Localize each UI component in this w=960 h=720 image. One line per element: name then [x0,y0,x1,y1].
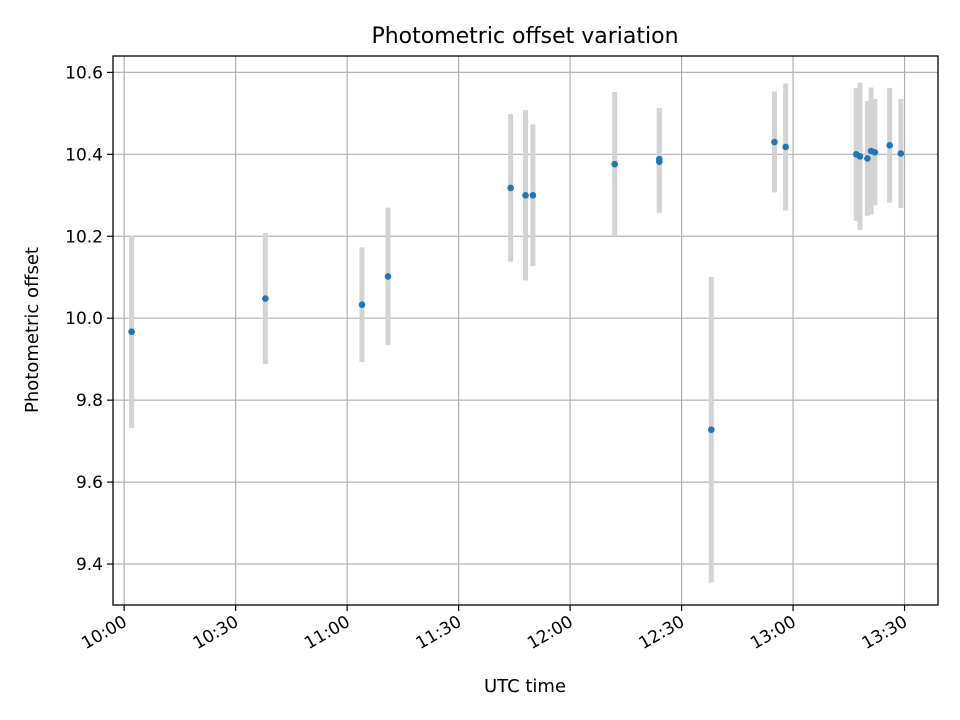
y-axis-label: Photometric offset [22,247,43,413]
y-tick-label: 9.8 [76,391,103,411]
x-axis-label: UTC time [484,676,566,697]
x-tick-label: 12:30 [636,612,688,654]
x-tick-label: 13:00 [747,612,799,654]
y-axis-ticks: 9.4 9.6 9.8 10.0 10.2 10.4 10.6 [65,63,113,575]
error-bars [129,82,904,583]
x-tick-label: 11:30 [413,612,465,654]
data-point [529,191,537,199]
y-tick-label: 10.6 [65,63,103,83]
data-point [655,158,663,166]
x-tick-label: 13:30 [859,612,911,654]
y-tick-label: 10.4 [65,145,103,165]
data-point [507,184,514,192]
data-point [358,301,366,308]
data-point [897,150,905,157]
x-tick-label: 10:30 [190,612,242,654]
data-point [262,295,269,302]
x-axis-ticks: 10:00 10:30 11:00 11:30 12:00 12:30 13:00 13:30 [78,605,911,654]
y-tick-label: 9.4 [76,555,103,575]
x-tick-label: 12:00 [524,612,576,654]
data-point [708,426,715,433]
plot-frame [112,55,939,606]
data-point [864,155,871,162]
y-tick-label: 10.0 [65,309,103,329]
x-tick-label: 11:00 [301,612,353,654]
data-point [856,153,864,160]
data-point [871,148,879,156]
data-point [886,142,893,149]
data-point [128,328,135,336]
y-tick-label: 9.6 [76,473,103,493]
data-point [611,160,618,168]
chart-title: Photometric offset variation [371,24,678,49]
x-tick-label: 10:00 [78,612,130,654]
y-tick-label: 10.2 [65,227,103,247]
data-point [522,191,529,199]
data-point [782,143,789,151]
data-points [128,138,905,433]
data-point [384,273,392,280]
data-point [771,138,778,146]
